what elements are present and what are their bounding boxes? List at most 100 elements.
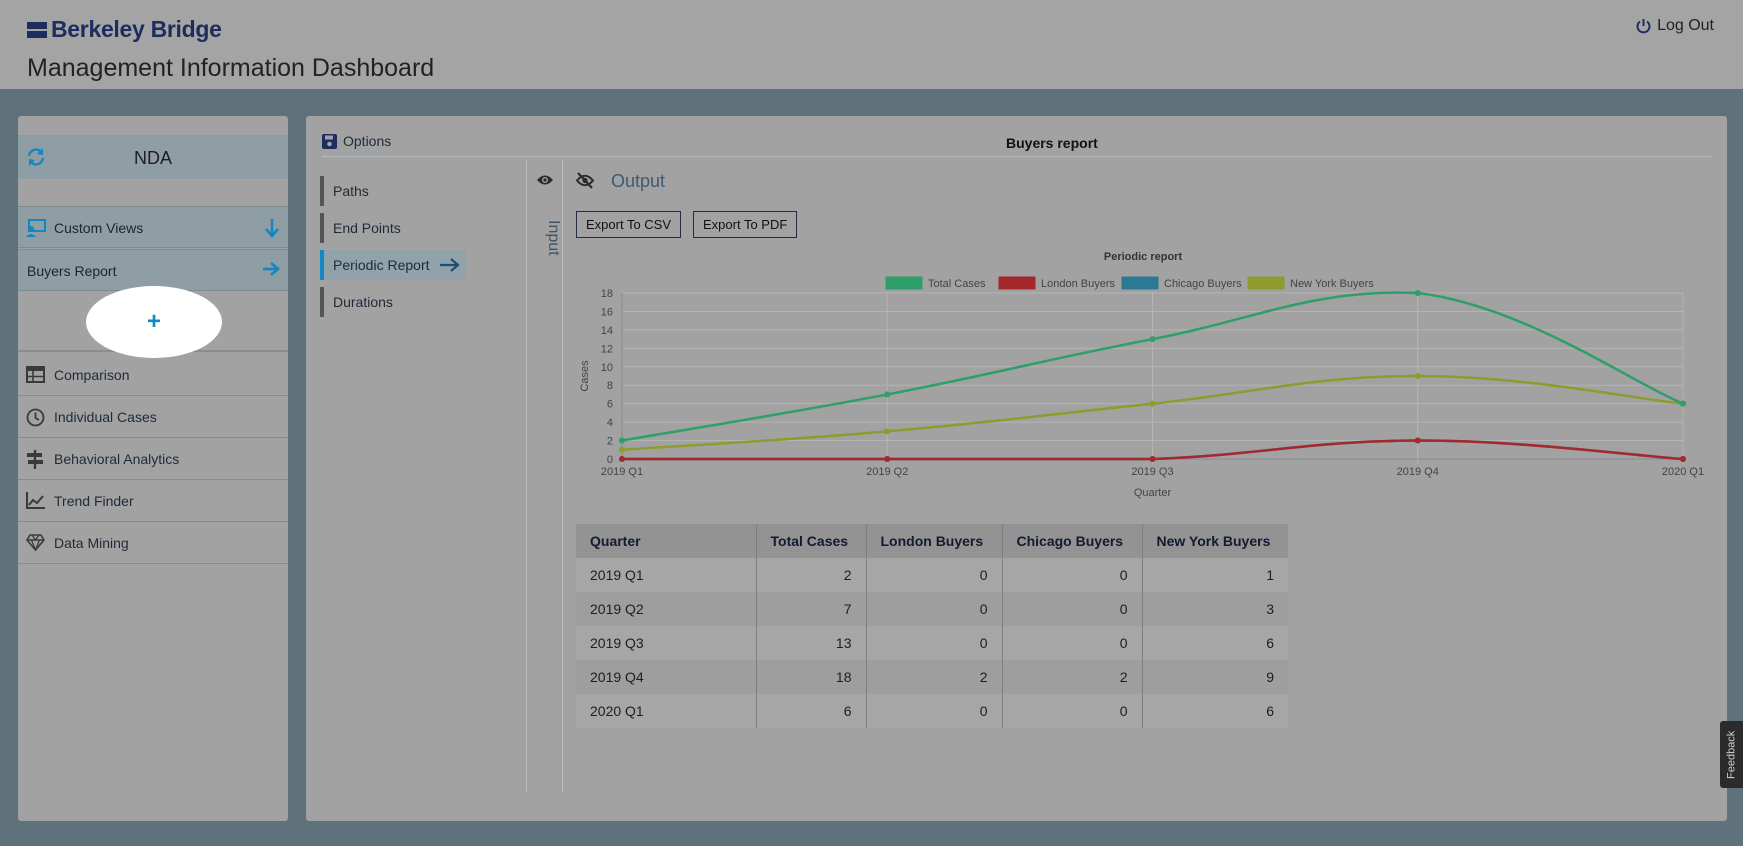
column-header[interactable]: Quarter	[576, 524, 757, 558]
column-header[interactable]: London Buyers	[866, 524, 1003, 558]
column-header[interactable]: New York Buyers	[1142, 524, 1288, 558]
export-csv-button[interactable]: Export To CSV	[576, 211, 682, 238]
logout-button[interactable]: Log Out	[1636, 17, 1714, 35]
y-tick-label: 18	[601, 288, 613, 300]
eye-slash-icon[interactable]	[575, 172, 595, 189]
table-row: 2019 Q3 13 0 0 6	[576, 626, 1288, 660]
table-cell: 2	[1002, 660, 1143, 694]
line-chart-icon	[26, 492, 45, 509]
arrow-right-icon[interactable]	[262, 261, 280, 277]
arrow-right-icon	[440, 258, 460, 272]
app-header: Berkeley Bridge Management Information D…	[0, 0, 1743, 89]
table-cell: 2019 Q2	[576, 592, 757, 626]
table-cell: 6	[756, 694, 867, 728]
table-cell: 2019 Q4	[576, 660, 757, 694]
table-row: 2019 Q4 18 2 2 9	[576, 660, 1288, 694]
data-point	[1414, 290, 1421, 296]
column-header[interactable]: Chicago Buyers	[1002, 524, 1143, 558]
table-cell: 6	[1142, 626, 1288, 660]
data-point	[1414, 437, 1421, 444]
output-divider	[562, 160, 563, 792]
signpost-icon	[27, 450, 43, 469]
data-point	[619, 456, 625, 462]
data-point	[1680, 456, 1686, 462]
data-point	[619, 437, 625, 444]
input-divider	[526, 160, 527, 792]
diamond-icon	[26, 534, 45, 551]
options-label: Options	[343, 133, 392, 149]
sidebar: NDA Custom Views Buyers Report + Compar	[18, 116, 288, 821]
arrow-down-icon[interactable]	[264, 218, 280, 238]
legend-label: Total Cases	[928, 278, 986, 290]
step-label: Paths	[333, 183, 369, 199]
y-tick-label: 4	[607, 417, 613, 429]
step-label: End Points	[333, 220, 401, 236]
data-point	[884, 391, 891, 398]
eye-icon[interactable]	[536, 174, 554, 186]
table-cell: 7	[756, 592, 867, 626]
feedback-tab[interactable]: Feedback	[1720, 721, 1743, 788]
x-tick-label: 2019 Q1	[601, 466, 643, 478]
sidebar-item-label: Comparison	[54, 367, 130, 383]
table-cell: 13	[756, 626, 867, 660]
y-tick-label: 16	[601, 306, 613, 318]
add-view-button[interactable]: +	[86, 286, 222, 358]
environment-header: NDA	[18, 135, 288, 179]
step-end-points[interactable]: End Points	[320, 213, 466, 243]
data-point	[1680, 400, 1686, 407]
legend-swatch	[1247, 276, 1285, 290]
sidebar-item-comparison[interactable]: Comparison	[18, 354, 288, 396]
data-point	[1149, 400, 1156, 407]
data-point	[884, 428, 891, 435]
table-row: 2019 Q2 7 0 0 3	[576, 592, 1288, 626]
step-durations[interactable]: Durations	[320, 287, 466, 317]
sidebar-item-trend-finder[interactable]: Trend Finder	[18, 480, 288, 522]
x-tick-label: 2019 Q2	[866, 466, 908, 478]
chart-title: Periodic report	[1104, 251, 1183, 263]
legend-swatch	[885, 276, 923, 290]
table-row: 2019 Q1 2 0 0 1	[576, 558, 1288, 592]
legend-label: Chicago Buyers	[1164, 278, 1242, 290]
step-paths[interactable]: Paths	[320, 176, 466, 206]
output-title: Output	[611, 171, 666, 191]
sidebar-item-label: Trend Finder	[54, 493, 134, 509]
sidebar-item-label: Data Mining	[54, 535, 129, 551]
export-pdf-button[interactable]: Export To PDF	[693, 211, 798, 238]
page-title: Management Information Dashboard	[27, 54, 435, 82]
sidebar-item-label: Individual Cases	[54, 409, 157, 425]
sidebar-item-data-mining[interactable]: Data Mining	[18, 522, 288, 564]
report-panel: Options Buyers report Paths End Points P…	[306, 116, 1727, 821]
step-label: Durations	[333, 294, 393, 310]
brand-name: Berkeley Bridge	[51, 16, 222, 42]
power-icon	[1636, 19, 1651, 34]
table-icon	[26, 366, 45, 383]
periodic-report-chart: Periodic report Total Cases London Buyers C…	[579, 251, 1704, 499]
legend-swatch	[1121, 276, 1159, 290]
table-cell: 0	[1002, 694, 1143, 728]
table-cell: 18	[756, 660, 867, 694]
data-point	[1414, 373, 1421, 379]
sidebar-item-individual-cases[interactable]: Individual Cases	[18, 396, 288, 438]
table-cell: 0	[866, 694, 1003, 728]
sidebar-item-behavioral-analytics[interactable]: Behavioral Analytics	[18, 438, 288, 480]
buyers-report-item[interactable]: Buyers Report	[18, 249, 288, 291]
custom-views-label: Custom Views	[54, 220, 144, 236]
y-axis-label: Cases	[579, 360, 591, 392]
input-toggle[interactable]: Input	[545, 220, 562, 256]
step-periodic-report[interactable]: Periodic Report	[320, 250, 466, 280]
y-tick-label: 8	[607, 380, 613, 392]
custom-views-item[interactable]: Custom Views	[18, 206, 288, 248]
save-icon	[322, 133, 337, 149]
refresh-icon[interactable]	[26, 147, 46, 167]
y-tick-label: 12	[601, 343, 613, 355]
column-header[interactable]: Total Cases	[756, 524, 867, 558]
legend-label: New York Buyers	[1290, 278, 1374, 290]
table-cell: 1	[1142, 558, 1288, 592]
legend-swatch	[998, 276, 1036, 290]
y-tick-label: 2	[607, 436, 613, 448]
table-cell: 2019 Q1	[576, 558, 757, 592]
table-cell: 0	[866, 592, 1003, 626]
options-button[interactable]: Options	[322, 133, 391, 149]
brand-logo[interactable]: Berkeley Bridge	[27, 16, 222, 43]
logout-label: Log Out	[1657, 17, 1714, 34]
